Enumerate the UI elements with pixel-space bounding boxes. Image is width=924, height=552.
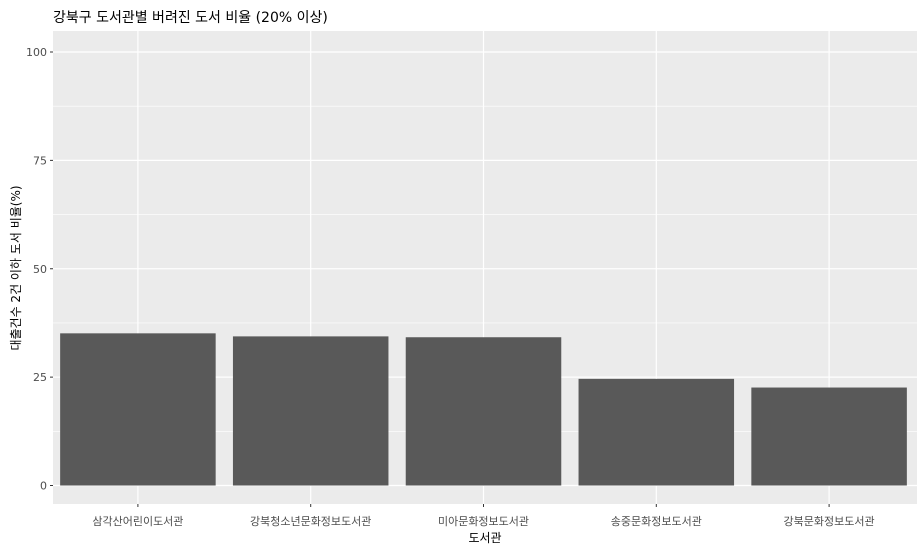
x-tick-label: 송중문화정보도서관 xyxy=(611,515,702,528)
x-axis: 삼각산어린이도서관 강북청소년문화정보도서관 미아문화정보도서관 송중문화정보도서관 강… xyxy=(92,504,875,528)
bar xyxy=(232,336,389,486)
y-axis-title: 대출건수 2건 이하 도서 비율(%) xyxy=(9,185,23,350)
y-tick-label: 25 xyxy=(33,371,47,384)
y-tick-label: 100 xyxy=(26,46,47,59)
x-tick-label: 강북청소년문화정보도서관 xyxy=(250,515,371,528)
bar xyxy=(405,337,562,486)
x-tick-label: 삼각산어린이도서관 xyxy=(92,515,183,528)
x-axis-title: 도서관 xyxy=(468,531,501,545)
y-tick-label: 0 xyxy=(40,480,47,493)
bar xyxy=(578,378,735,486)
bars xyxy=(60,333,907,486)
y-tick-label: 75 xyxy=(33,154,47,167)
bar xyxy=(60,333,216,486)
x-tick-label: 미아문화정보도서관 xyxy=(438,515,529,528)
x-tick-label: 강북문화정보도서관 xyxy=(784,515,875,528)
y-axis: 0 25 50 75 100 xyxy=(26,46,53,493)
chart-title: 강북구 도서관별 버려진 도서 비율 (20% 이상) xyxy=(53,10,328,26)
y-tick-label: 50 xyxy=(33,263,47,276)
bar xyxy=(751,387,907,486)
